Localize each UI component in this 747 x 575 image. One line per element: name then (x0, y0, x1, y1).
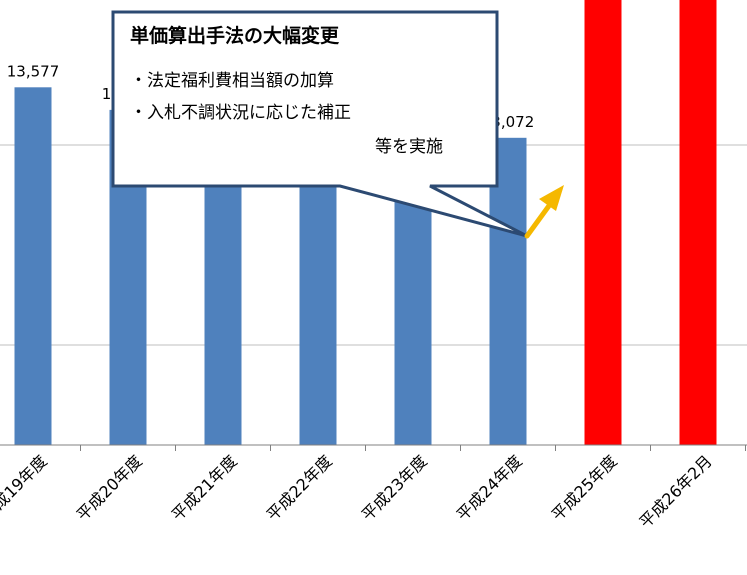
bar (584, 0, 622, 445)
callout-line: 等を実施 (375, 137, 443, 157)
arrow-head (539, 185, 564, 211)
callout-line: ・入札不調状況に応じた補正 (130, 103, 351, 123)
category-label: 平成20年度 (73, 451, 146, 524)
bar (679, 0, 717, 445)
category-label: 平成26年2月 (636, 451, 716, 531)
bar (489, 137, 527, 446)
highlight-arrow (524, 185, 564, 239)
callout-shape (111, 10, 528, 238)
bar (14, 87, 52, 446)
callout-line: ・法定福利費相当額の加算 (130, 71, 334, 91)
category-labels: 平成19年度 平成20年度 平成21年度 平成22年度 平成23年度 平成24年度 平成25… (0, 451, 716, 531)
category-label: 平成19年度 (0, 451, 51, 524)
category-label: 平成23年度 (358, 451, 431, 524)
callout-title: 単価算出手法の大幅変更 (130, 24, 340, 47)
category-label: 平成21年度 (168, 451, 241, 524)
value-label: 13,577 (7, 62, 60, 80)
category-label: 平成25年度 (548, 451, 621, 524)
x-axis (0, 444, 747, 451)
category-label: 平成24年度 (453, 451, 526, 524)
arrow-shaft (524, 200, 554, 239)
category-label: 平成22年度 (263, 451, 336, 524)
